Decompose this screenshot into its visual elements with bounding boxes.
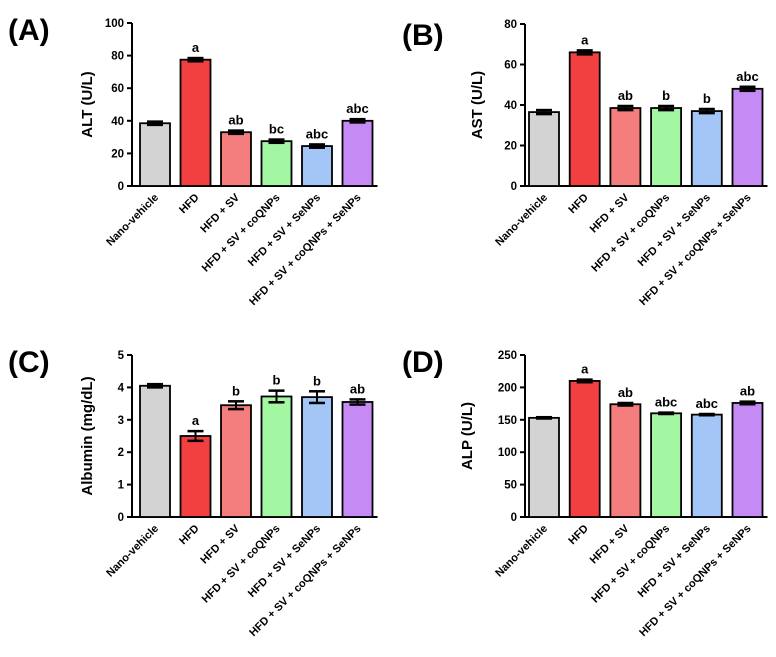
category-label: Nano-vehicle xyxy=(104,523,161,580)
category-label: HFD xyxy=(566,523,591,548)
bar xyxy=(568,380,601,518)
y-axis-label: AST (U/L) xyxy=(469,71,486,139)
category-label: HFD xyxy=(566,192,591,217)
bar xyxy=(568,51,601,187)
significance-label: a xyxy=(581,362,589,377)
y-axis-label: ALP (U/L) xyxy=(459,402,476,470)
panel-letter: (D) xyxy=(402,346,444,379)
y-tick-label: 80 xyxy=(111,51,124,63)
significance-label: ab xyxy=(350,381,365,396)
y-tick-label: 4 xyxy=(118,382,125,394)
significance-label: ab xyxy=(740,384,755,399)
bar xyxy=(139,384,171,518)
significance-label: abc xyxy=(696,396,718,411)
y-tick-label: 40 xyxy=(504,100,517,112)
y-tick-label: 50 xyxy=(504,480,517,492)
y-tick-label: 150 xyxy=(498,415,517,427)
y-tick-label: 60 xyxy=(111,83,124,95)
y-tick-label: 5 xyxy=(118,350,125,362)
category-label: HFD + SV + coQNPs xyxy=(200,192,283,275)
y-tick-label: 100 xyxy=(105,18,124,30)
category-label: HFD xyxy=(177,523,202,548)
y-tick-label: 40 xyxy=(111,116,124,128)
significance-label: b xyxy=(703,91,711,106)
chart-panel-2: (B) AST (U/L) 0 20 40 60 80 Nano-vehicle a HFD ab H… xyxy=(402,19,768,308)
panel-letter: (A) xyxy=(8,14,50,47)
category-label: Nano-vehicle xyxy=(104,192,161,249)
y-axis-label: ALT (U/L) xyxy=(79,71,96,137)
significance-label: abc xyxy=(736,69,758,84)
panel-letter: (C) xyxy=(8,346,50,379)
bar xyxy=(528,111,560,187)
y-tick-label: 0 xyxy=(511,512,517,524)
y-tick-label: 250 xyxy=(498,350,517,362)
significance-label: ab xyxy=(618,385,633,400)
panel-letter: (B) xyxy=(402,19,444,52)
bar xyxy=(690,110,723,187)
category-label: HFD + SV + SeNPs xyxy=(636,523,713,600)
y-tick-label: 2 xyxy=(118,447,124,459)
bar xyxy=(609,403,642,518)
category-label: HFD + SV + coQNPs xyxy=(589,523,672,606)
significance-label: abc xyxy=(346,101,368,116)
category-label: HFD + SV + coQNPs xyxy=(200,523,283,606)
y-tick-label: 20 xyxy=(111,148,124,160)
y-tick-label: 200 xyxy=(498,382,517,394)
bar xyxy=(301,396,333,518)
category-label: HFD + SV + SeNPs xyxy=(246,192,323,269)
bar xyxy=(528,416,560,518)
y-tick-label: 20 xyxy=(504,141,517,153)
bar xyxy=(341,119,374,187)
y-tick-label: 100 xyxy=(498,447,517,459)
bar xyxy=(220,131,252,187)
bar xyxy=(220,404,252,518)
chart-panel-1: (A) ALT (U/L) 0 20 40 60 80 100 Nano-vehicle a HFD… xyxy=(8,14,378,308)
bar xyxy=(139,122,171,187)
category-label: HFD + SV + coQNPs xyxy=(589,192,672,275)
y-tick-label: 0 xyxy=(118,512,124,524)
chart-panel-4: (D) ALP (U/L) 0 50 100 150 200 250 Nano-vehicle a… xyxy=(402,346,768,639)
y-tick-label: 80 xyxy=(504,19,517,31)
bar xyxy=(690,413,723,518)
significance-label: abc xyxy=(655,395,677,410)
bar xyxy=(341,401,374,518)
bar xyxy=(731,402,764,518)
y-axis-label: Albumin (mg/dL) xyxy=(79,376,96,495)
bar xyxy=(301,145,333,187)
bar xyxy=(609,107,642,187)
chart-panel-3: (C) Albumin (mg/dL) 0 1 2 3 4 5 Nano-vehicle a HFD… xyxy=(8,346,378,639)
significance-label: b xyxy=(313,373,321,388)
bar xyxy=(650,107,682,187)
significance-label: b xyxy=(273,373,281,388)
category-label: HFD + SV + SeNPs xyxy=(246,523,323,600)
category-label: HFD + SV + SeNPs xyxy=(636,192,713,269)
y-tick-label: 0 xyxy=(118,181,124,193)
significance-label: ab xyxy=(618,88,633,103)
category-label: Nano-vehicle xyxy=(493,523,550,580)
significance-label: ab xyxy=(228,113,243,128)
y-tick-label: 0 xyxy=(511,181,517,193)
significance-label: abc xyxy=(306,126,328,141)
bar xyxy=(731,87,764,187)
y-tick-label: 1 xyxy=(118,480,125,492)
significance-label: a xyxy=(192,40,200,55)
bar xyxy=(650,412,682,518)
bar xyxy=(179,58,212,187)
bar xyxy=(260,140,293,187)
y-tick-label: 3 xyxy=(118,415,124,427)
category-label: Nano-vehicle xyxy=(493,192,550,249)
significance-label: b xyxy=(662,88,670,103)
bar xyxy=(260,395,293,518)
category-label: HFD xyxy=(177,192,202,217)
significance-label: b xyxy=(232,383,240,398)
significance-label: a xyxy=(581,32,589,47)
bar xyxy=(179,435,212,518)
y-tick-label: 60 xyxy=(504,60,517,72)
significance-label: a xyxy=(192,413,200,428)
significance-label: bc xyxy=(269,122,284,137)
